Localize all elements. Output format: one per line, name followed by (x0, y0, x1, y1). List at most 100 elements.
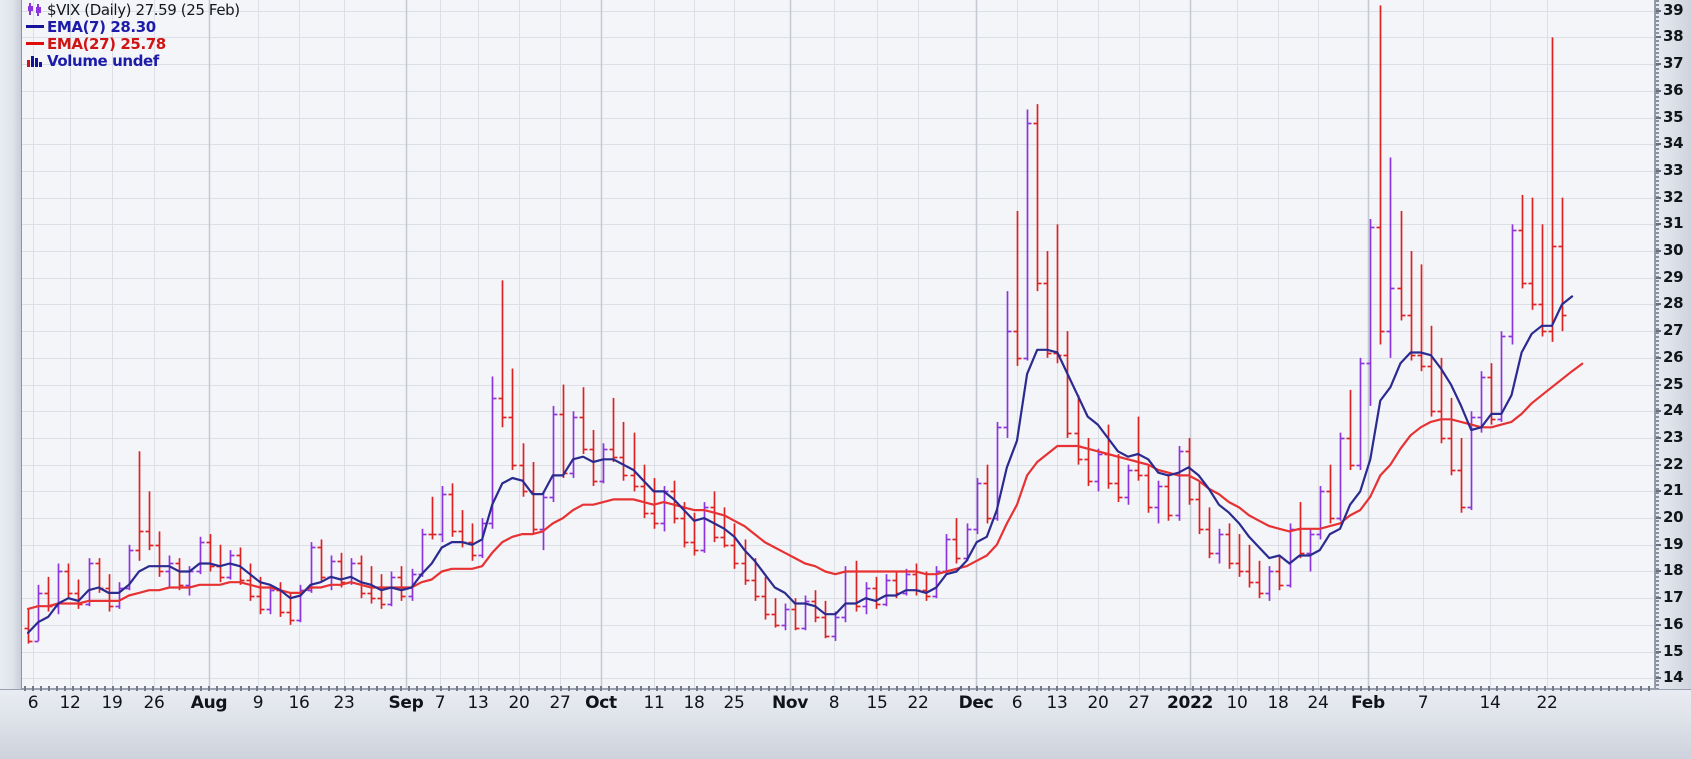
date-tick-mark (1200, 686, 1202, 691)
date-tick-mark (344, 686, 346, 691)
price-tick-mark (1656, 169, 1661, 172)
date-axis[interactable]: 6 12 19 26 Aug 9 16 23 Sep 7 13 20 27 Oct 11 18 25 Nov 8 15… (0, 686, 1691, 759)
date-tick-mark (1648, 686, 1650, 691)
date-tick-mark (416, 686, 418, 691)
date-tick-mark (296, 686, 298, 691)
date-tick-mark (1616, 686, 1618, 691)
date-tick-mark (600, 686, 602, 691)
date-tick-mark (240, 686, 242, 691)
price-tick-mark (1656, 410, 1661, 413)
date-tick-mark (88, 686, 90, 691)
price-tick-label: 29 (1663, 267, 1684, 286)
date-tick-mark (72, 686, 74, 691)
legend-ema7-text: EMA(7) 28.30 (47, 17, 156, 36)
price-tick-mark (1656, 383, 1661, 386)
date-tick-mark (1312, 686, 1314, 691)
price-tick-mark (1656, 570, 1661, 573)
date-tick-mark (136, 686, 138, 691)
date-tick-label: 8 (828, 693, 840, 713)
legend-row-symbol[interactable]: $VIX (Daily) 27.59 (25 Feb) (26, 1, 240, 19)
date-tick-mark (728, 686, 730, 691)
date-tick-mark (400, 686, 402, 691)
grid-lines (22, 0, 1654, 688)
date-tick-mark (680, 686, 682, 691)
ema7-line (26, 295, 1574, 635)
date-tick-label: Nov (771, 693, 809, 713)
date-tick-mark (368, 686, 370, 691)
date-tick-mark (1440, 686, 1442, 691)
date-tick-mark (1096, 686, 1098, 691)
plot-area[interactable] (22, 0, 1655, 689)
date-tick-mark (784, 686, 786, 691)
price-tick-mark (1656, 436, 1661, 439)
price-tick-label: 31 (1663, 214, 1684, 233)
date-tick-mark (1632, 686, 1634, 691)
price-tick-mark (1656, 89, 1661, 92)
price-tick-mark (1656, 623, 1661, 626)
date-tick-mark (48, 686, 50, 691)
date-tick-mark (584, 686, 586, 691)
date-tick-mark (112, 686, 114, 691)
date-tick-mark (1512, 686, 1514, 691)
date-tick-mark (1608, 686, 1610, 691)
date-tick-mark (736, 686, 738, 691)
date-tick-mark (752, 686, 754, 691)
price-tick-label: 16 (1663, 614, 1684, 633)
price-tick-mark (1656, 597, 1661, 600)
date-tick-mark (1192, 686, 1194, 691)
date-tick-mark (232, 686, 234, 691)
date-tick-mark (256, 686, 258, 691)
price-axis[interactable]: 39 38 37 36 35 34 33 32 31 30 29 28 27 26 25 24 23 22 21 20… (1655, 0, 1691, 689)
date-tick-label: 7 (434, 693, 446, 713)
price-tick-mark (1656, 330, 1661, 333)
price-tick-label: 35 (1663, 107, 1684, 126)
date-tick-mark (1128, 686, 1130, 691)
legend-row-ema27[interactable]: EMA(27) 25.78 (26, 35, 240, 53)
date-tick-mark (1168, 686, 1170, 691)
date-tick-mark (280, 686, 282, 691)
date-tick-mark (872, 686, 874, 691)
date-tick-label: 27 (1128, 693, 1150, 713)
price-tick-mark (1656, 650, 1661, 653)
date-tick-mark (1552, 686, 1554, 691)
price-tick-label: 22 (1663, 454, 1684, 473)
legend-row-ema7[interactable]: EMA(7) 28.30 (26, 17, 240, 36)
date-tick-mark (840, 686, 842, 691)
price-tick-label: 28 (1663, 294, 1684, 313)
date-tick-label: 19 (101, 693, 123, 713)
date-tick-mark (912, 686, 914, 691)
ema27-line (26, 362, 1584, 611)
date-tick-mark (720, 686, 722, 691)
price-tick-mark (1656, 196, 1661, 199)
date-tick-label: 27 (549, 693, 571, 713)
legend-row-volume[interactable]: Volume undef (26, 52, 240, 70)
date-tick-mark (1296, 686, 1298, 691)
date-tick-label: 18 (683, 693, 705, 713)
price-tick-label: 19 (1663, 534, 1684, 553)
date-tick-mark (56, 686, 58, 691)
date-tick-mark (328, 686, 330, 691)
date-tick-mark (1240, 686, 1242, 691)
date-tick-mark (1328, 686, 1330, 691)
price-tick-label: 23 (1663, 427, 1684, 446)
date-tick-mark (984, 686, 986, 691)
price-tick-label: 15 (1663, 641, 1684, 660)
date-tick-mark (392, 686, 394, 691)
date-tick-mark (192, 686, 194, 691)
date-tick-mark (648, 686, 650, 691)
date-tick-mark (448, 686, 450, 691)
date-tick-mark (928, 686, 930, 691)
date-tick-mark (480, 686, 482, 691)
date-tick-mark (904, 686, 906, 691)
date-tick-mark (1496, 686, 1498, 691)
date-tick-mark (1272, 686, 1274, 691)
date-tick-mark (1144, 686, 1146, 691)
date-tick-mark (208, 686, 210, 691)
date-tick-mark (1136, 686, 1138, 691)
date-tick-mark (1184, 686, 1186, 691)
date-tick-mark (1544, 686, 1546, 691)
date-tick-mark (104, 686, 106, 691)
price-tick-label: 27 (1663, 321, 1684, 340)
date-tick-mark (952, 686, 954, 691)
date-tick-mark (976, 686, 978, 691)
